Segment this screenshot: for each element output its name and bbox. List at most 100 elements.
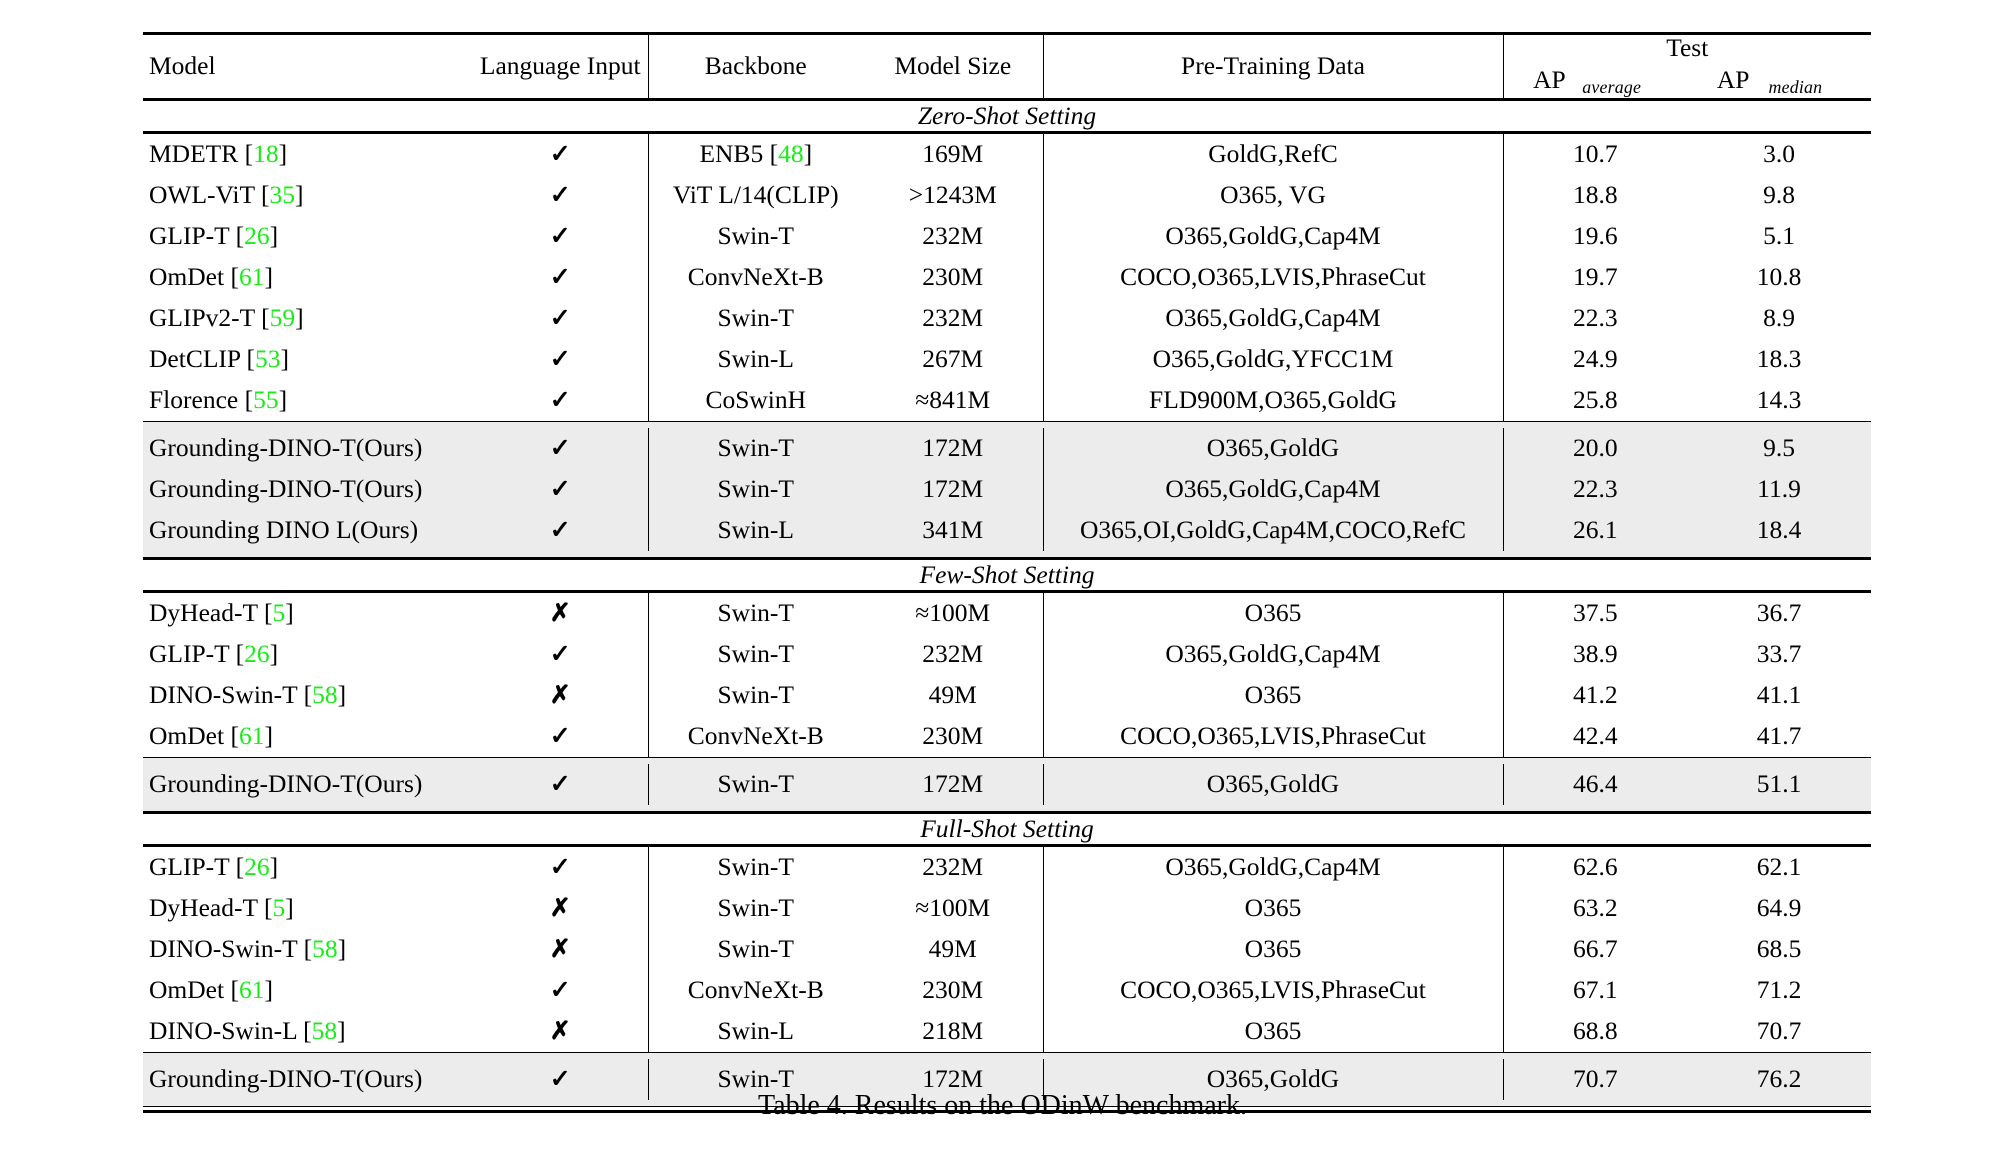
cell-language-input: ✓ [473,339,648,380]
cell-model: Grounding-DINO-T(Ours) [143,1058,473,1100]
cell-ap-average: 66.7 [1502,928,1687,970]
check-icon: ✓ [549,346,571,374]
cell-ap-average: 42.4 [1502,715,1687,758]
cell-language-input: ✓ [473,216,648,257]
table-row: GLIP-T [26] ✓ Swin-T 232M O365,GoldG,Cap4M 62… [143,846,1871,888]
cell-pretraining-data: O365 [1042,887,1503,929]
citation-number[interactable]: 58 [311,1016,338,1046]
cell-model-size: 172M [863,1058,1043,1100]
citation-number[interactable]: 58 [312,680,338,710]
cell-backbone: Swin-L [647,1010,863,1053]
cell-ap-median: 9.8 [1763,180,1795,210]
cell-model-size: 172M [863,468,1043,510]
cell-backbone: Swin-T [647,633,863,675]
header-model: Model [149,51,216,81]
cell-ap-average: 22.3 [1502,468,1687,510]
cell-model: Grounding DINO L(Ours) [143,509,473,551]
cell-model: DINO-Swin-L [58] [149,1016,346,1046]
cell-pretraining-data: COCO,O365,LVIS,PhraseCut [1042,256,1503,298]
cell-backbone: Swin-T [647,763,863,805]
cell-ap-average: 46.4 [1502,763,1687,805]
cell-language-input: ✓ [473,468,648,510]
cell-pretraining-data: O365 [1042,1010,1503,1053]
spacer-cell [143,421,1871,428]
cross-icon: ✗ [549,1018,571,1046]
cell-ap-median: 18.4 [1687,509,1871,551]
citation-number[interactable]: 26 [244,221,270,251]
cell-model-size: ≈100M [915,598,991,628]
citation-number[interactable]: 26 [244,852,270,882]
citation-number[interactable]: 58 [312,934,338,964]
citation-number[interactable]: 61 [238,975,265,1005]
cell-model-size: 232M [922,852,984,882]
table-row: DINO-Swin-T [58] ✗ Swin-T 49M O365 66.7 68.5 [143,928,1871,970]
citation-number[interactable]: 35 [269,180,296,210]
cell-language-input: ✓ [473,298,648,339]
citation-number[interactable]: 26 [244,639,270,669]
cell-model: DINO-Swin-T [58] [149,680,347,710]
cell-backbone: Swin-T [647,887,863,929]
cell-model-size: 49M [928,680,977,710]
cell-backbone: Swin-T [647,592,863,634]
header-model-size: Model Size [894,51,1012,81]
citation-number[interactable]: 61 [238,262,265,292]
header-ap-average: AP average [1504,65,1688,98]
check-icon: ✓ [549,517,571,545]
cell-model-size: 169M [922,139,984,169]
table-bottom-rule [143,1105,1871,1113]
citation-number[interactable]: 55 [253,385,279,415]
cell-pretraining-data: O365,OI,GoldG,Cap4M,COCO,RefC [1042,509,1503,551]
citation-number[interactable]: 53 [255,344,281,374]
cell-pretraining-data: O365,GoldG,YFCC1M [1042,338,1503,380]
citation-number[interactable]: 18 [253,139,279,169]
cell-ap-median: 41.7 [1756,721,1802,751]
check-icon: ✓ [549,435,571,463]
cell-model: GLIPv2-T [59] [149,303,304,333]
citation-number[interactable]: 61 [238,721,265,751]
cross-icon: ✗ [549,682,571,710]
section-bottom-rule [143,844,1871,848]
cell-language-input: ✓ [473,847,648,888]
table-row: GLIPv2-T [59] ✓ Swin-T 232M O365,GoldG,Cap4M… [143,297,1871,339]
highlight-block-spacer [143,804,1871,813]
table-row: OmDet [61] ✓ ConvNeXt-B 230M COCO,O365,LVIS,… [143,969,1871,1011]
cell-pretraining-data: O365,GoldG [1042,427,1503,469]
cell-pretraining-data: O365 [1042,674,1503,716]
cell-language-input: ✗ [473,593,648,634]
cell-ap-median: 10.8 [1756,262,1802,292]
cell-model: OmDet [61] [149,262,273,292]
cell-ap-average: 19.7 [1502,256,1687,298]
table-row: Grounding-DINO-T(Ours) ✓ Swin-T 172M O365,Go… [143,1058,1871,1100]
header-language-input: Language Input [479,51,641,81]
cell-model-size: 230M [922,721,984,751]
cell-pretraining-data: O365,GoldG,Cap4M [1042,297,1503,339]
results-table-container: Model Language Input Backbone Model Size Pre… [143,32,1871,1113]
citation-number[interactable]: 59 [269,303,296,333]
citation-number[interactable]: 48 [778,139,804,169]
cell-backbone: Swin-T [647,674,863,716]
cross-icon: ✗ [549,600,571,628]
check-icon: ✓ [549,182,571,210]
cell-model: DyHead-T [5] [149,893,294,923]
citation-number[interactable]: 5 [272,893,286,923]
table-top-rule [143,32,1871,36]
rule-cell [143,131,1871,135]
check-icon: ✓ [549,723,571,751]
cell-ap-average: 67.1 [1502,969,1687,1011]
citation-number[interactable]: 5 [272,598,286,628]
cell-language-input: ✓ [473,134,648,175]
table-row: Grounding DINO L(Ours) ✓ Swin-L 341M O365,OI… [143,509,1871,551]
cell-ap-median: 3.0 [1763,139,1795,169]
cell-language-input: ✓ [473,509,648,551]
cell-model: DetCLIP [53] [149,344,290,374]
header-ap-pair: AP average AP median [1504,65,1872,98]
cell-model-size: 341M [863,509,1043,551]
cell-model-size: 232M [922,303,984,333]
highlight-block-spacer [143,1099,1871,1107]
cell-backbone: ConvNeXt-B [647,256,863,298]
cell-ap-average: 10.7 [1502,133,1687,175]
cell-language-input: ✓ [473,970,648,1011]
rule-cell [143,421,1871,422]
table-row: DINO-Swin-L [58] ✗ Swin-L 218M O365 68.8 70.7 [143,1010,1871,1053]
cell-language-input: ✓ [473,175,648,216]
